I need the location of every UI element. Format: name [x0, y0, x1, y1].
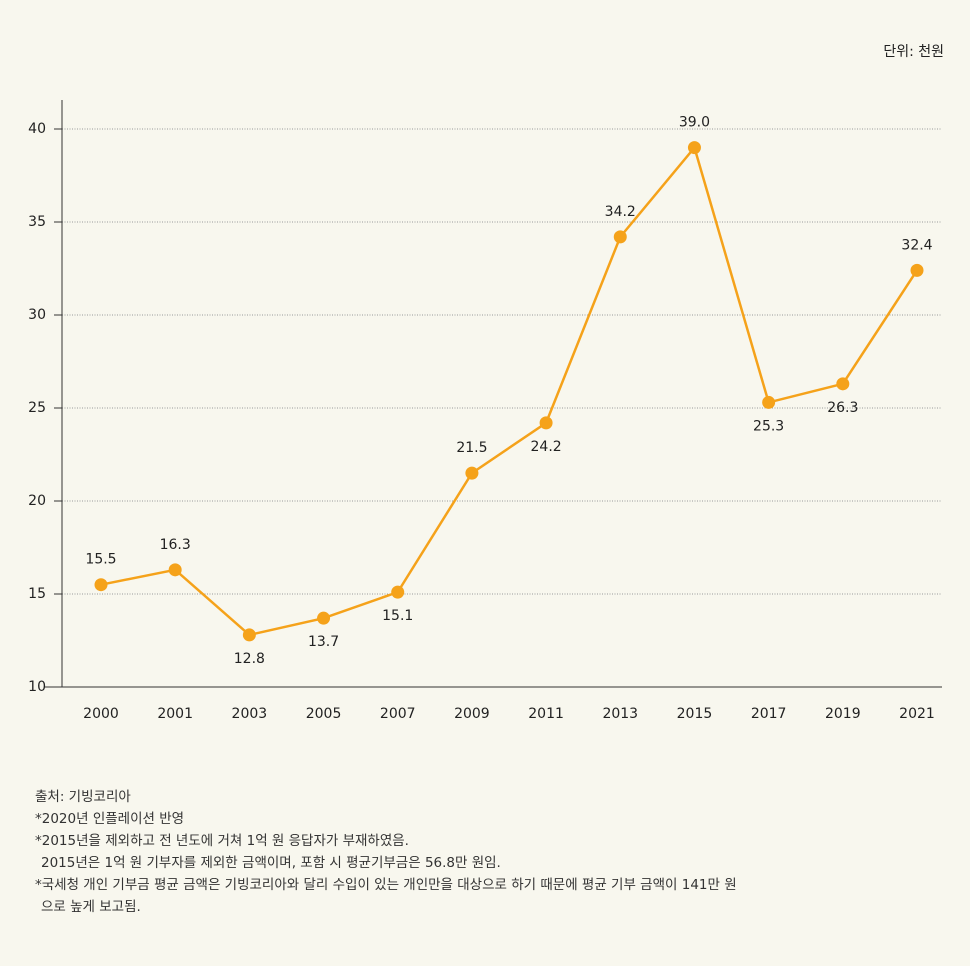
- x-tick-label: 2015: [677, 706, 713, 722]
- point: [762, 395, 776, 409]
- x-tick-label: 2005: [306, 706, 342, 722]
- data-label: 26.3: [827, 400, 858, 416]
- x-tick-label: 2003: [232, 706, 268, 722]
- note: *2015년을 제외하고 전 년도에 거쳐 1억 원 응답자가 부재하였음.: [35, 833, 409, 849]
- point: [613, 230, 627, 244]
- x-tick-label: 2019: [825, 706, 861, 722]
- x-tick-label: 2011: [528, 706, 564, 722]
- point: [465, 466, 479, 480]
- point: [539, 416, 553, 430]
- note: 으로 높게 보고됨.: [41, 899, 141, 915]
- note: *국세청 개인 기부금 평균 금액은 기빙코리아와 달리 수입이 있는 개인만을…: [35, 877, 737, 893]
- x-tick-label: 2000: [83, 706, 119, 722]
- data-label: 32.4: [901, 237, 932, 253]
- point: [910, 263, 924, 277]
- y-tick-label: 30: [28, 307, 46, 323]
- data-label: 34.2: [605, 204, 636, 220]
- y-tick-label: 40: [28, 121, 46, 137]
- x-tick-label: 2013: [602, 706, 638, 722]
- data-label: 13.7: [308, 634, 339, 650]
- y-tick-label: 35: [28, 214, 46, 230]
- point: [687, 141, 701, 155]
- y-tick-label: 25: [28, 400, 46, 416]
- data-label: 21.5: [456, 440, 487, 456]
- line: [100, 144, 919, 637]
- note: 출처: 기빙코리아: [35, 789, 131, 805]
- data-label: 16.3: [160, 537, 191, 553]
- point: [317, 611, 331, 625]
- point: [836, 377, 850, 391]
- y-tick-label: 15: [28, 586, 46, 602]
- point: [242, 628, 256, 642]
- x-tick-label: 2007: [380, 706, 416, 722]
- chart: 단위: 천원 10 15 20 25 30 35 40 2000 2001 2003 2005 200…: [28, 44, 944, 722]
- data-label: 24.2: [531, 439, 562, 455]
- y-tick-label: 20: [28, 493, 46, 509]
- point: [168, 563, 182, 577]
- x-tick-label: 2009: [454, 706, 490, 722]
- notes: 출처: 기빙코리아 *2020년 인플레이션 반영 *2015년을 제외하고 전 년…: [35, 786, 737, 918]
- point: [391, 585, 405, 599]
- data-label: 15.1: [382, 608, 413, 624]
- point: [94, 578, 108, 592]
- unit-label: 단위: 천원: [883, 44, 944, 60]
- data-label: 39.0: [679, 115, 710, 131]
- note: *2020년 인플레이션 반영: [35, 811, 185, 827]
- x-tick-label: 2017: [751, 706, 787, 722]
- data-label: 12.8: [234, 651, 265, 667]
- x-tick-label: 2001: [157, 706, 193, 722]
- data-label: 25.3: [753, 418, 784, 434]
- data-label: 15.5: [85, 552, 116, 568]
- x-tick-label: 2021: [899, 706, 935, 722]
- y-tick-label: 10: [28, 679, 46, 695]
- note: 2015년은 1억 원 기부자를 제외한 금액이며, 포함 시 평균기부금은 5…: [41, 855, 501, 871]
